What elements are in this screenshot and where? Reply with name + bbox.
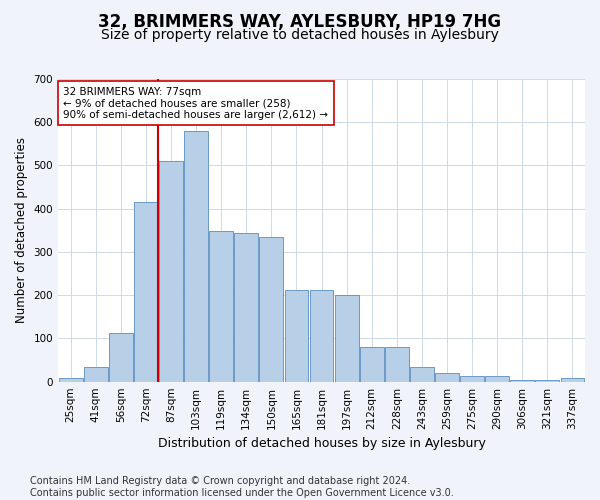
Bar	[460, 376, 484, 382]
Bar	[259, 237, 283, 382]
Bar	[410, 366, 434, 382]
Bar	[511, 380, 534, 382]
Bar	[385, 347, 409, 382]
Bar	[134, 202, 158, 382]
Bar	[435, 373, 459, 382]
Bar	[109, 334, 133, 382]
Bar	[184, 131, 208, 382]
Y-axis label: Number of detached properties: Number of detached properties	[15, 138, 28, 324]
Text: 32 BRIMMERS WAY: 77sqm
← 9% of detached houses are smaller (258)
90% of semi-det: 32 BRIMMERS WAY: 77sqm ← 9% of detached …	[64, 86, 328, 120]
Text: Size of property relative to detached houses in Aylesbury: Size of property relative to detached ho…	[101, 28, 499, 42]
Bar	[59, 378, 83, 382]
Bar	[209, 231, 233, 382]
Bar	[84, 366, 107, 382]
Bar	[310, 290, 334, 382]
X-axis label: Distribution of detached houses by size in Aylesbury: Distribution of detached houses by size …	[158, 437, 485, 450]
Bar	[560, 378, 584, 382]
Bar	[360, 347, 383, 382]
Bar	[159, 161, 183, 382]
Bar	[485, 376, 509, 382]
Bar	[284, 290, 308, 382]
Text: 32, BRIMMERS WAY, AYLESBURY, HP19 7HG: 32, BRIMMERS WAY, AYLESBURY, HP19 7HG	[98, 12, 502, 30]
Bar	[535, 380, 559, 382]
Bar	[335, 295, 359, 382]
Bar	[235, 232, 258, 382]
Text: Contains HM Land Registry data © Crown copyright and database right 2024.
Contai: Contains HM Land Registry data © Crown c…	[30, 476, 454, 498]
